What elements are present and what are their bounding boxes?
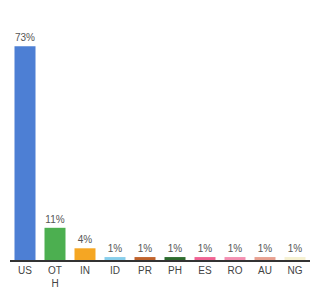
svg-text:PH: PH (168, 265, 182, 276)
svg-text:ES: ES (198, 265, 212, 276)
svg-text:1%: 1% (108, 243, 123, 254)
svg-text:NG: NG (288, 265, 303, 276)
svg-text:4%: 4% (78, 234, 93, 245)
svg-text:1%: 1% (258, 243, 273, 254)
svg-text:IN: IN (80, 265, 90, 276)
svg-text:RO: RO (228, 265, 243, 276)
svg-text:1%: 1% (168, 243, 183, 254)
svg-text:1%: 1% (228, 243, 243, 254)
svg-text:73%: 73% (15, 32, 35, 43)
svg-text:1%: 1% (198, 243, 213, 254)
svg-text:ID: ID (110, 265, 120, 276)
svg-text:11%: 11% (45, 214, 64, 225)
svg-text:PR: PR (138, 265, 152, 276)
svg-text:OTH: OTH (48, 265, 62, 289)
svg-text:1%: 1% (138, 243, 153, 254)
svg-text:US: US (18, 265, 32, 276)
svg-text:1%: 1% (288, 243, 303, 254)
svg-text:AU: AU (258, 265, 272, 276)
